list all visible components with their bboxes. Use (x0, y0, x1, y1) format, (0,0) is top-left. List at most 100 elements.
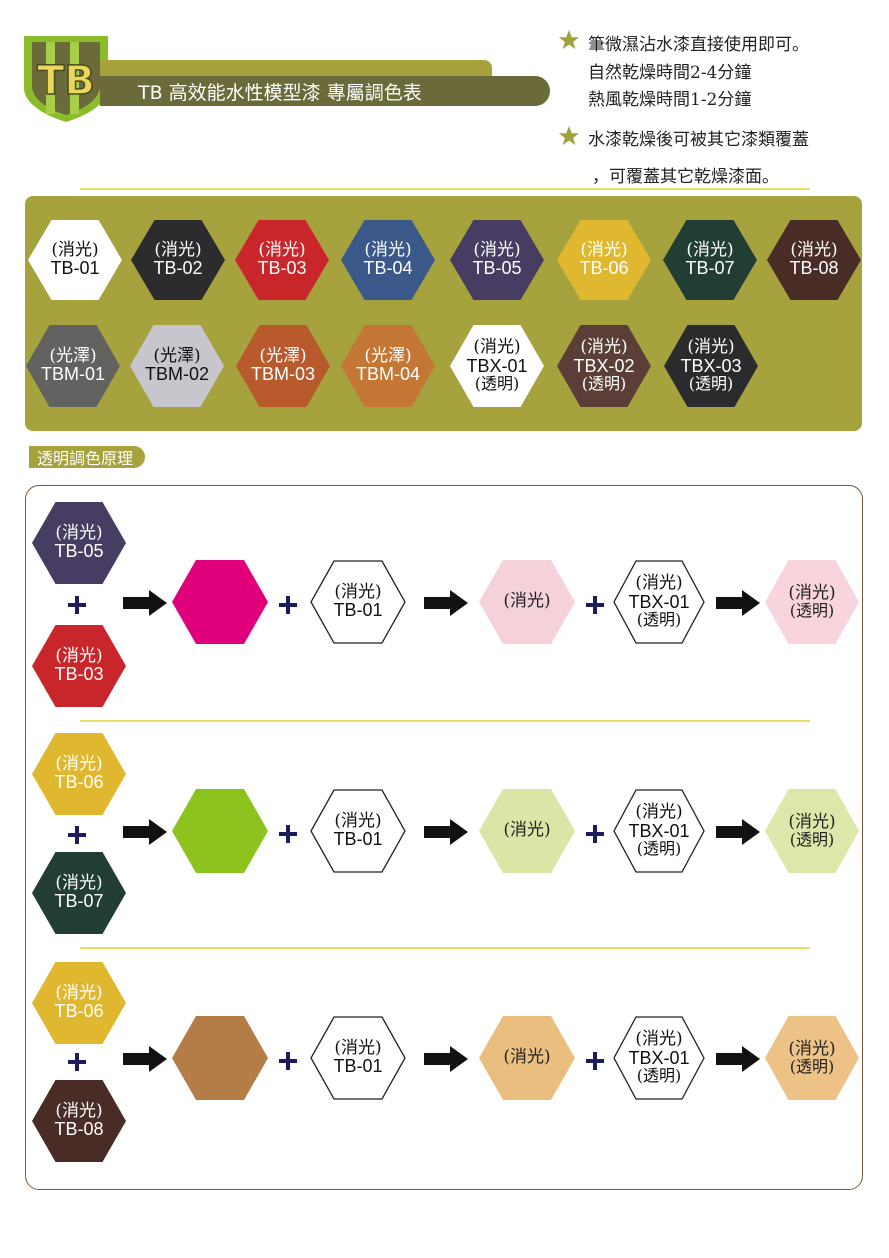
finish-label: (消光) (790, 239, 838, 260)
finish-label: (消光) (55, 872, 103, 893)
transparent-label: (透明) (789, 1056, 835, 1076)
plus-icon (68, 826, 86, 844)
color-code: TB-08 (789, 258, 839, 279)
swatch-tb-06: (消光) TB-06 (557, 220, 651, 300)
star-icon (558, 125, 580, 146)
swatch-tb-08: (消光) TB-08 (767, 220, 861, 300)
swatch-tbx-03: (消光) TBX-03 (透明) (664, 325, 758, 407)
white-tb-01-swatch: (消光) TB-01 (310, 789, 406, 873)
plus-icon (586, 1052, 604, 1070)
transparent-label: (透明) (688, 373, 734, 393)
finish-label: (消光) (473, 239, 521, 260)
color-code: TB-01 (333, 1056, 383, 1077)
color-code: TB-07 (685, 258, 735, 279)
section-label-text: 透明調色原理 (37, 449, 134, 468)
color-code: TBX-01 (628, 821, 690, 842)
note-2-line-1: 水漆乾燥後可被其它漆類覆蓋 (588, 130, 809, 150)
title-banner: TB 高效能水性模型漆 專屬調色表 (100, 76, 550, 106)
color-code: TB-07 (54, 891, 104, 912)
tint-result-swatch: (消光) (479, 1016, 575, 1100)
finish-label: (消光) (55, 753, 103, 774)
mixing-frame (25, 485, 863, 1190)
swatch-tb-02: (消光) TB-02 (131, 220, 225, 300)
color-code: TBX-01 (628, 592, 690, 613)
plus-icon (279, 1052, 297, 1070)
mix-source-bottom: (消光) TB-03 (32, 625, 126, 707)
color-code: TBM-02 (144, 364, 209, 385)
section-label: 透明調色原理 (29, 446, 146, 468)
note-2-line-2: ，可覆蓋其它乾燥漆面。 (592, 167, 779, 187)
transparent-label: (透明) (636, 1065, 682, 1085)
color-code: TBM-01 (40, 364, 105, 385)
color-code: TB-01 (333, 600, 383, 621)
final-result-swatch: (消光) (透明) (765, 560, 859, 644)
finish-label: (消光) (635, 573, 683, 594)
note-1-line-1: 筆微濕沾水漆直接使用即可。 (588, 35, 809, 55)
finish-label: (消光) (334, 810, 382, 831)
arrow-right-icon (424, 819, 468, 845)
finish-label: (光澤) (153, 345, 201, 366)
plus-icon (68, 596, 86, 614)
mixed-color-swatch (172, 1016, 268, 1100)
finish-label: (消光) (580, 239, 628, 260)
transparent-label: (透明) (636, 609, 682, 629)
transparent-label: (透明) (789, 600, 835, 620)
finish-label: (消光) (334, 1037, 382, 1058)
color-code: TB-05 (54, 541, 104, 562)
plus-icon (586, 825, 604, 843)
transparent-label: (透明) (636, 838, 682, 858)
arrow-right-icon (424, 590, 468, 616)
tint-result-swatch: (消光) (479, 789, 575, 873)
finish-label: (消光) (55, 522, 103, 543)
clear-tbx-01-swatch: (消光) TBX-01 (透明) (613, 560, 705, 644)
final-result-swatch: (消光) (透明) (765, 789, 859, 873)
finish-label: (消光) (580, 337, 628, 358)
finish-label: (消光) (788, 1038, 836, 1059)
tb-shield-logo: TB (24, 36, 108, 122)
clear-tbx-01-swatch: (消光) TBX-01 (透明) (613, 1016, 705, 1100)
color-code: TBX-01 (628, 1048, 690, 1069)
transparent-label: (透明) (474, 373, 520, 393)
color-code: TBM-04 (355, 364, 420, 385)
title-banner-olive (100, 60, 492, 76)
finish-label: (消光) (55, 1100, 103, 1121)
svg-text:TB: TB (37, 58, 95, 104)
arrow-right-icon (424, 1046, 468, 1072)
finish-label: (消光) (55, 645, 103, 666)
finish-label: (消光) (788, 582, 836, 603)
finish-label: (消光) (473, 337, 521, 358)
arrow-right-icon (123, 819, 167, 845)
final-result-swatch: (消光) (透明) (765, 1016, 859, 1100)
color-code: TB-05 (472, 258, 522, 279)
arrow-right-icon (123, 590, 167, 616)
divider-line (80, 188, 810, 190)
white-tb-01-swatch: (消光) TB-01 (310, 560, 406, 644)
plus-icon (279, 596, 297, 614)
finish-label: (消光) (364, 239, 412, 260)
note-1-line-2: 自然乾燥時間2-4分鐘 (588, 63, 752, 83)
finish-label: (消光) (788, 811, 836, 832)
mix-source-top: (消光) TB-06 (32, 733, 126, 815)
finish-label: (光澤) (364, 345, 412, 366)
white-tb-01-swatch: (消光) TB-01 (310, 1016, 406, 1100)
color-code: TB-01 (333, 829, 383, 850)
swatch-tb-07: (消光) TB-07 (663, 220, 757, 300)
star-icon (558, 29, 580, 50)
finish-label: (消光) (258, 239, 306, 260)
finish-label: (消光) (635, 1029, 683, 1050)
finish-label: (消光) (686, 239, 734, 260)
page-title: TB 高效能水性模型漆 專屬調色表 (138, 81, 422, 104)
swatch-tbm-02: (光澤) TBM-02 (130, 325, 224, 407)
color-code: TB-02 (153, 258, 203, 279)
color-code: TBM-03 (250, 364, 315, 385)
color-code: TB-06 (54, 772, 104, 793)
divider-line (80, 947, 810, 949)
color-code: TB-03 (54, 664, 104, 685)
plus-icon (279, 825, 297, 843)
mixed-color-swatch (172, 789, 268, 873)
transparent-label: (透明) (581, 373, 627, 393)
finish-label: (光澤) (49, 345, 97, 366)
finish-label: (消光) (154, 239, 202, 260)
finish-label: (光澤) (259, 345, 307, 366)
finish-label: (消光) (687, 337, 735, 358)
